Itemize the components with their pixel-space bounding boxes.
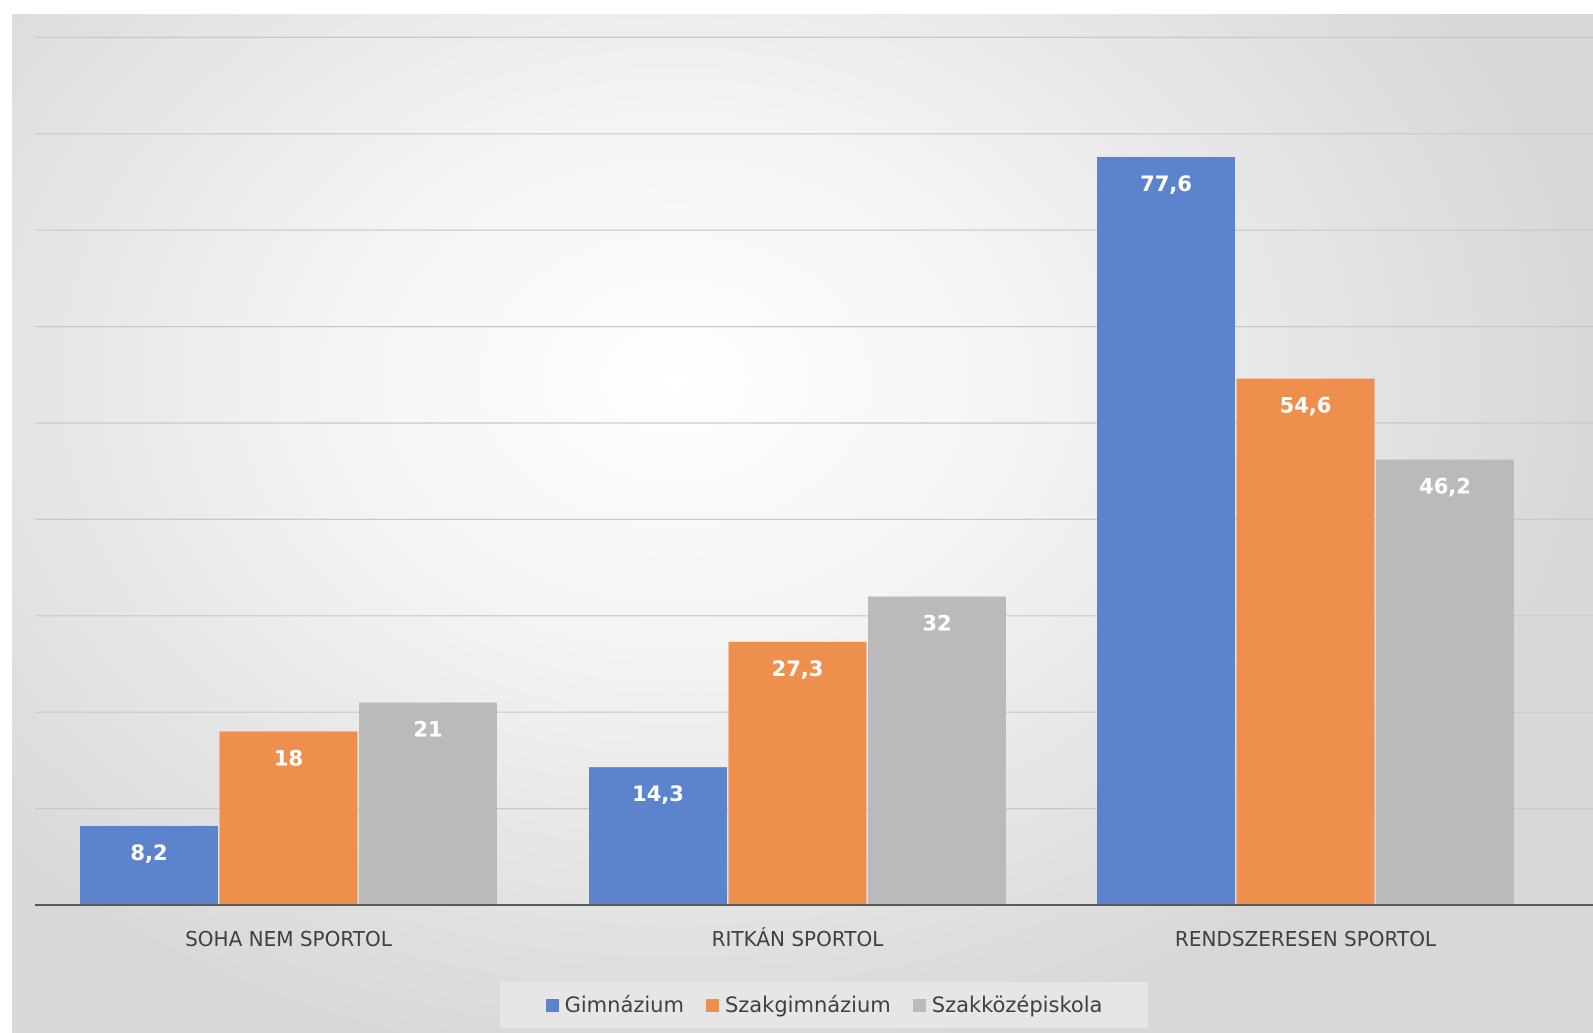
data-label-s2-c2: 46,2 xyxy=(1419,475,1471,499)
data-label-s0-c2: 77,6 xyxy=(1140,172,1192,196)
gridlines xyxy=(35,36,1593,810)
data-label-s0-c1: 14,3 xyxy=(632,782,684,806)
legend-swatch-gimnazium xyxy=(545,998,559,1012)
bars xyxy=(80,156,1514,905)
bar-s0-c1 xyxy=(589,767,727,905)
bar-s2-c1 xyxy=(868,596,1006,905)
category-label-1: RITKÁN SPORTOL xyxy=(712,927,885,951)
legend-item-szakgimnazium: Szakgimnázium xyxy=(705,993,891,1017)
bar-chart: 8,2 18 21 14,3 27,3 32 77,6 54,6 46,2 SOHA NEM S… xyxy=(35,36,1593,951)
bar-s0-c2 xyxy=(1097,156,1235,905)
category-label-0: SOHA NEM SPORTOL xyxy=(185,927,393,951)
data-label-s2-c1: 32 xyxy=(922,612,951,636)
category-labels: SOHA NEM SPORTOL RITKÁN SPORTOL RENDSZERES… xyxy=(185,927,1437,951)
bar-s0-c0 xyxy=(80,825,218,905)
data-label-s1-c1: 27,3 xyxy=(772,657,824,681)
bar-s1-c0 xyxy=(219,731,358,905)
data-label-s1-c0: 18 xyxy=(274,746,303,770)
bar-s2-c2 xyxy=(1376,459,1514,905)
bar-s2-c0 xyxy=(359,702,497,905)
legend-swatch-szakkozepiskola xyxy=(912,998,926,1012)
data-labels: 8,2 18 21 14,3 27,3 32 77,6 54,6 46,2 xyxy=(130,172,1471,865)
data-label-s0-c0: 8,2 xyxy=(130,841,167,865)
chart-area: 8,2 18 21 14,3 27,3 32 77,6 54,6 46,2 SOHA NEM S… xyxy=(12,14,1593,1033)
legend-item-gimnazium: Gimnázium xyxy=(545,993,684,1017)
bar-s1-c1 xyxy=(728,641,867,905)
category-label-2: RENDSZERESEN SPORTOL xyxy=(1175,927,1437,951)
legend-label-gimnazium: Gimnázium xyxy=(564,993,684,1017)
bar-s1-c2 xyxy=(1236,378,1375,905)
legend: Gimnázium Szakgimnázium Szakközépiskola xyxy=(500,982,1148,1028)
legend-label-szakgimnazium: Szakgimnázium xyxy=(724,993,891,1017)
legend-swatch-szakgimnazium xyxy=(705,998,719,1012)
data-label-s1-c2: 54,6 xyxy=(1280,394,1332,418)
legend-label-szakkozepiskola: Szakközépiskola xyxy=(931,993,1103,1017)
legend-item-szakkozepiskola: Szakközépiskola xyxy=(912,993,1103,1017)
data-label-s2-c0: 21 xyxy=(413,718,442,742)
